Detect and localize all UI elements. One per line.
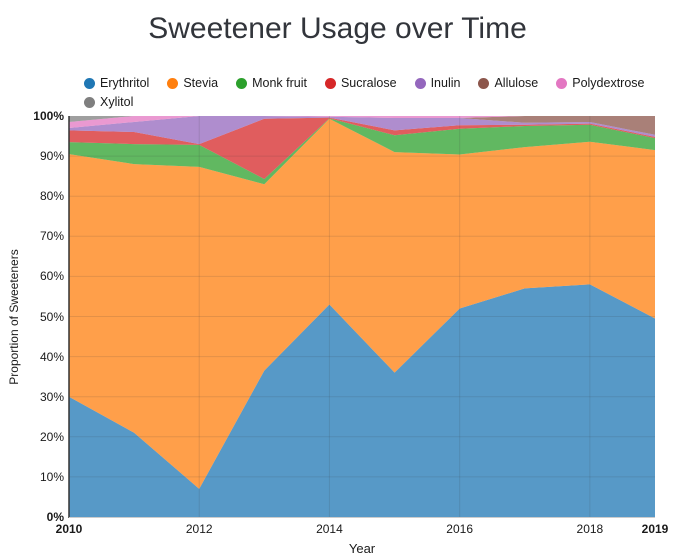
y-tick-90%: 90% [39,149,64,164]
legend-color-dot [556,77,568,89]
y-tick-70%: 70% [39,229,64,244]
x-tick-2010: 2010 [55,522,83,536]
legend-color-dot [236,77,248,89]
legend-label: Monk fruit [252,76,307,90]
legend-color-dot [414,77,426,89]
area-series-erythritol [69,284,655,517]
legend-item-xylitol[interactable]: Xylitol [84,95,133,109]
y-tick-0%: 0% [46,510,64,524]
legend-label: Inulin [430,76,461,90]
x-tick-2012: 2012 [185,522,213,536]
legend-label: Erythritol [100,76,150,90]
legend-item-inulin[interactable]: Inulin [414,76,461,90]
legend-item-polydextrose[interactable]: Polydextrose [556,76,645,90]
area-series-stevia [69,118,655,489]
area-series-monk-fruit [69,118,655,185]
chart-title: Sweetener Usage over Time [148,12,527,45]
area-series-allulose [69,116,655,135]
legend-color-dot [167,77,179,89]
y-axis-title: Proportion of Sweeteners [7,249,21,385]
legend-label: Allulose [494,76,539,90]
legend-item-sucralose[interactable]: Sucralose [324,76,397,90]
legend-color-dot [84,96,95,108]
area-series-polydextrose [69,116,655,128]
x-tick-2018: 2018 [576,522,604,536]
x-tick-2019: 2019 [641,522,669,536]
legend-color-dot [478,77,490,89]
area-series-inulin [69,116,655,145]
legend: Erythritol Stevia Monk fruit Sucralose Inuli… [84,76,662,109]
legend-item-stevia[interactable]: Stevia [167,76,218,90]
y-tick-100%: 100% [33,109,64,123]
x-tick-2016: 2016 [446,522,473,536]
y-tick-20%: 20% [39,429,64,444]
legend-item-monk-fruit[interactable]: Monk fruit [236,76,307,90]
legend-label: Stevia [183,76,219,90]
legend-label: Sucralose [340,76,397,90]
x-axis-title: Year [348,541,376,556]
y-tick-10%: 10% [39,469,64,484]
x-tick-2014: 2014 [316,522,343,536]
legend-item-allulose[interactable]: Allulose [478,76,538,90]
legend-item-erythritol[interactable]: Erythritol [84,76,149,90]
y-tick-50%: 50% [39,309,64,324]
legend-color-dot [84,77,95,89]
legend-color-dot [324,77,336,89]
legend-label: Xylitol [100,95,134,109]
y-tick-80%: 80% [39,189,64,204]
y-tick-30%: 30% [39,389,64,404]
legend-label: Polydextrose [572,76,645,90]
y-tick-40%: 40% [39,349,64,364]
y-tick-60%: 60% [39,269,64,284]
